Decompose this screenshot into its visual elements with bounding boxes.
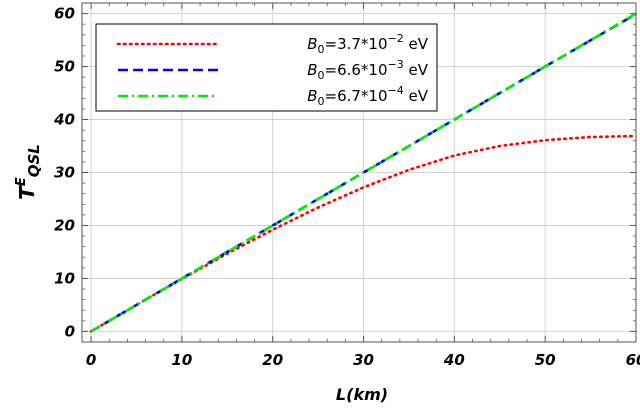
x-tick-label: 20 xyxy=(262,351,283,369)
y-tick-label: 60 xyxy=(54,5,75,23)
axis-ticks: 0 10 20 30 40 50 60 0 10 20 30 40 50 60 xyxy=(53,2,640,369)
series-line-1 xyxy=(89,134,638,333)
x-tick-label: 50 xyxy=(535,351,556,369)
y-axis-label: TEQSL xyxy=(14,144,43,200)
y-tick-label: 10 xyxy=(54,269,75,287)
y-tick-label: 40 xyxy=(53,111,75,129)
legend-label: B0=6.7*10−4 eV xyxy=(307,84,429,108)
series-line-3 xyxy=(90,12,637,333)
y-tick-label: 50 xyxy=(54,58,75,76)
legend-label: B0=3.7*10−2 eV xyxy=(307,32,429,56)
y-tick-label: 30 xyxy=(54,164,75,182)
x-tick-label: 60 xyxy=(626,351,640,369)
y-tick-label: 20 xyxy=(54,216,75,234)
plot-lines xyxy=(89,12,638,333)
y-tick-label: 0 xyxy=(65,322,75,340)
x-axis-label: L(km) xyxy=(336,385,388,404)
legend-label: B0=6.6*10−3 eV xyxy=(307,58,429,82)
x-tick-label: 40 xyxy=(443,351,465,369)
x-tick-label: 10 xyxy=(171,351,192,369)
legend-box xyxy=(95,23,438,112)
x-tick-label: 30 xyxy=(353,351,374,369)
x-tick-label: 0 xyxy=(86,351,96,369)
